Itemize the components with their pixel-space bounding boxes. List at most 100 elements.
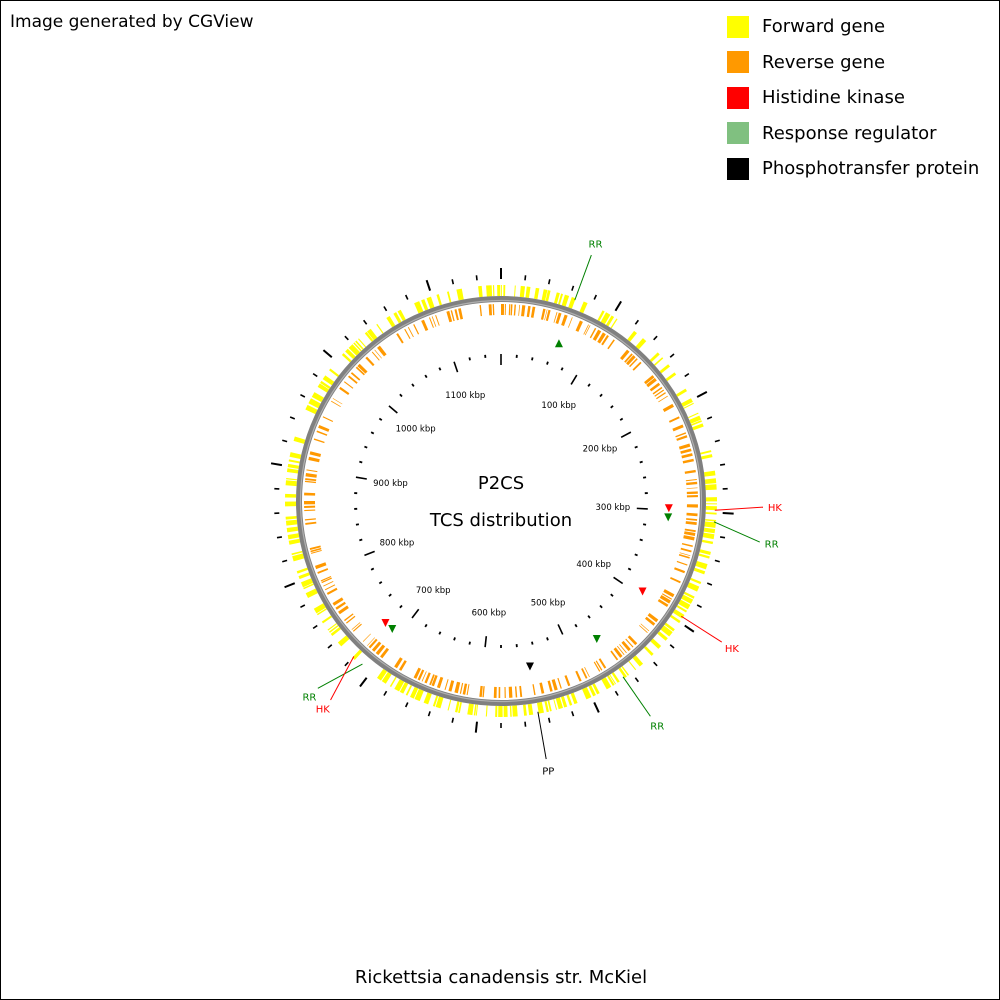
- reverse-gene-block: [326, 587, 338, 595]
- reverse-gene-block: [314, 562, 327, 570]
- forward-gene-block: [355, 340, 364, 350]
- scale-label: 300 kbp: [596, 503, 631, 513]
- scale-minor-tick: [587, 383, 591, 387]
- forward-gene-block: [286, 526, 299, 533]
- reverse-gene-block: [545, 309, 551, 321]
- reverse-gene-block: [488, 304, 492, 316]
- reverse-gene-block: [335, 601, 346, 610]
- outer-minor-tick: [669, 353, 675, 358]
- reverse-gene-block: [684, 469, 696, 474]
- scale-major-tick: [355, 476, 367, 480]
- forward-gene-block: [700, 450, 712, 455]
- reverse-gene-block: [304, 518, 316, 521]
- forward-gene-block: [456, 288, 464, 301]
- forward-gene-block: [414, 301, 424, 314]
- forward-gene-block: [553, 292, 560, 304]
- reverse-gene-block: [316, 430, 328, 436]
- feature-label-hk: HK: [768, 503, 783, 514]
- outer-minor-tick: [706, 416, 713, 420]
- outer-minor-tick: [684, 372, 690, 378]
- scale-minor-tick: [359, 538, 363, 542]
- scale-minor-tick: [468, 357, 471, 361]
- outer-major-tick: [684, 624, 695, 633]
- scale-minor-tick: [639, 460, 643, 464]
- forward-gene-block: [330, 627, 341, 636]
- outer-minor-tick: [475, 275, 478, 281]
- forward-gene-block: [605, 315, 615, 327]
- outer-minor-tick: [404, 294, 409, 300]
- reverse-gene-block: [686, 491, 698, 495]
- forward-gene-block: [705, 484, 717, 491]
- reverse-gene-block: [305, 473, 317, 478]
- reverse-gene-block: [644, 375, 655, 385]
- reverse-gene-block: [424, 672, 431, 684]
- forward-gene-block: [683, 591, 695, 599]
- reverse-gene-block: [365, 356, 375, 367]
- forward-gene-block: [705, 518, 717, 522]
- reverse-gene-block: [482, 686, 485, 698]
- forward-gene-block: [692, 423, 704, 431]
- forward-gene-block: [435, 696, 444, 709]
- forward-gene-block: [498, 705, 503, 717]
- forward-gene-block: [519, 285, 526, 298]
- forward-gene-block: [676, 388, 687, 397]
- forward-gene-block: [497, 285, 501, 297]
- legend-label: Reverse gene: [762, 51, 886, 73]
- reverse-gene-block: [454, 681, 461, 694]
- forward-gene-block: [436, 294, 442, 306]
- reverse-gene-block: [357, 363, 368, 374]
- scale-major-tick: [557, 624, 564, 635]
- feature-label-hk: HK: [316, 705, 331, 716]
- reverse-gene-track: [304, 304, 698, 698]
- reverse-gene-block: [620, 349, 630, 361]
- forward-gene-block: [670, 614, 681, 624]
- legend-label: Histidine kinase: [762, 87, 905, 109]
- reverse-gene-block: [526, 305, 531, 318]
- reverse-gene-block: [346, 615, 356, 624]
- reverse-gene-block: [589, 327, 597, 339]
- reverse-gene-block: [670, 576, 681, 584]
- reverse-gene-block: [343, 381, 354, 389]
- reverse-gene-block: [413, 324, 420, 335]
- reverse-gene-block: [348, 375, 358, 384]
- reverse-gene-block: [575, 670, 582, 682]
- scale-major-tick: [636, 507, 648, 510]
- reverse-gene-block: [504, 304, 506, 316]
- reverse-gene-block: [551, 679, 558, 691]
- reverse-gene-block: [686, 518, 698, 521]
- scale-minor-tick: [399, 393, 403, 398]
- feature-callout-line: [574, 254, 592, 301]
- forward-gene-block: [447, 699, 452, 711]
- feature-marker-pp: [525, 662, 534, 671]
- forward-gene-block: [303, 583, 314, 590]
- reverse-gene-block: [446, 310, 453, 323]
- reverse-gene-block: [498, 686, 501, 698]
- scale-minor-tick: [378, 417, 383, 421]
- center-title: P2CS: [478, 473, 524, 494]
- outer-minor-tick: [312, 372, 318, 378]
- forward-gene-block: [300, 578, 314, 588]
- forward-gene-block: [570, 692, 578, 705]
- forward-gene-block: [514, 285, 516, 297]
- outer-minor-tick: [719, 463, 726, 466]
- outer-minor-tick: [571, 711, 575, 717]
- outer-minor-tick: [282, 559, 288, 563]
- scale-minor-tick: [531, 641, 534, 645]
- reverse-gene-block: [607, 339, 615, 350]
- forward-gene-block: [522, 704, 527, 716]
- reverse-gene-block: [663, 589, 675, 598]
- forward-gene-block: [701, 539, 714, 545]
- scale-minor-tick: [378, 581, 383, 585]
- forward-gene-block: [316, 608, 328, 616]
- reverse-gene-block: [684, 528, 696, 533]
- forward-gene-block: [527, 703, 534, 716]
- genome-backbone: [296, 296, 706, 706]
- scale-minor-tick: [399, 604, 403, 609]
- outer-major-tick: [474, 721, 478, 733]
- forward-gene-block: [501, 285, 502, 297]
- forward-gene-block: [426, 296, 435, 309]
- reverse-gene-block: [479, 305, 482, 317]
- forward-gene-block: [553, 698, 558, 710]
- reverse-gene-block: [598, 658, 607, 669]
